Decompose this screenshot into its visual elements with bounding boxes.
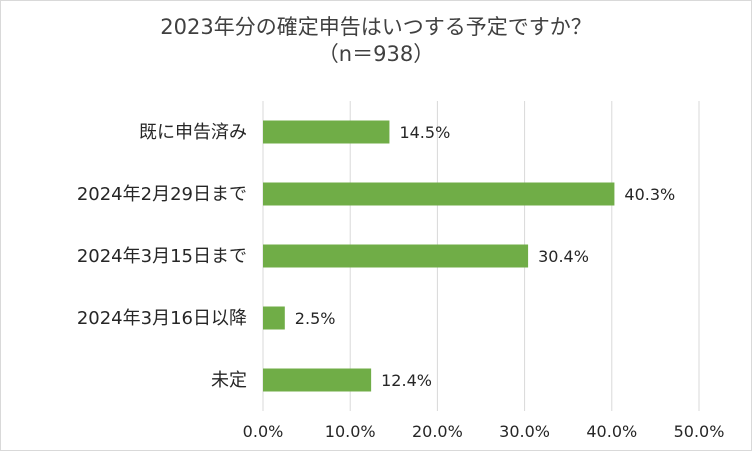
data-label: 2.5%	[295, 309, 336, 328]
category-label: 2024年2月29日まで	[77, 184, 247, 205]
bar	[263, 368, 372, 392]
bar	[263, 306, 285, 330]
data-label: 30.4%	[538, 247, 589, 266]
bar	[263, 244, 529, 268]
x-tick-label: 30.0%	[499, 422, 550, 441]
x-tick-label: 0.0%	[243, 422, 284, 441]
bar	[263, 182, 615, 206]
chart-subtitle: （n＝938）	[317, 42, 435, 66]
x-tick-label: 10.0%	[325, 422, 376, 441]
chart-title: 2023年分の確定申告はいつする予定ですか？	[160, 15, 592, 39]
data-label: 40.3%	[624, 185, 675, 204]
x-tick-label: 20.0%	[412, 422, 463, 441]
chart-title-block: 2023年分の確定申告はいつする予定ですか？ （n＝938）	[0, 14, 752, 68]
category-label: 既に申告済み	[139, 122, 247, 143]
category-label: 未定	[211, 370, 247, 391]
category-label: 2024年3月16日以降	[77, 308, 247, 329]
bar	[263, 120, 390, 144]
data-label: 12.4%	[381, 371, 432, 390]
category-label: 2024年3月15日まで	[77, 246, 247, 267]
x-tick-label: 40.0%	[586, 422, 637, 441]
x-tick-label: 50.0%	[674, 422, 725, 441]
data-label: 14.5%	[399, 123, 450, 142]
